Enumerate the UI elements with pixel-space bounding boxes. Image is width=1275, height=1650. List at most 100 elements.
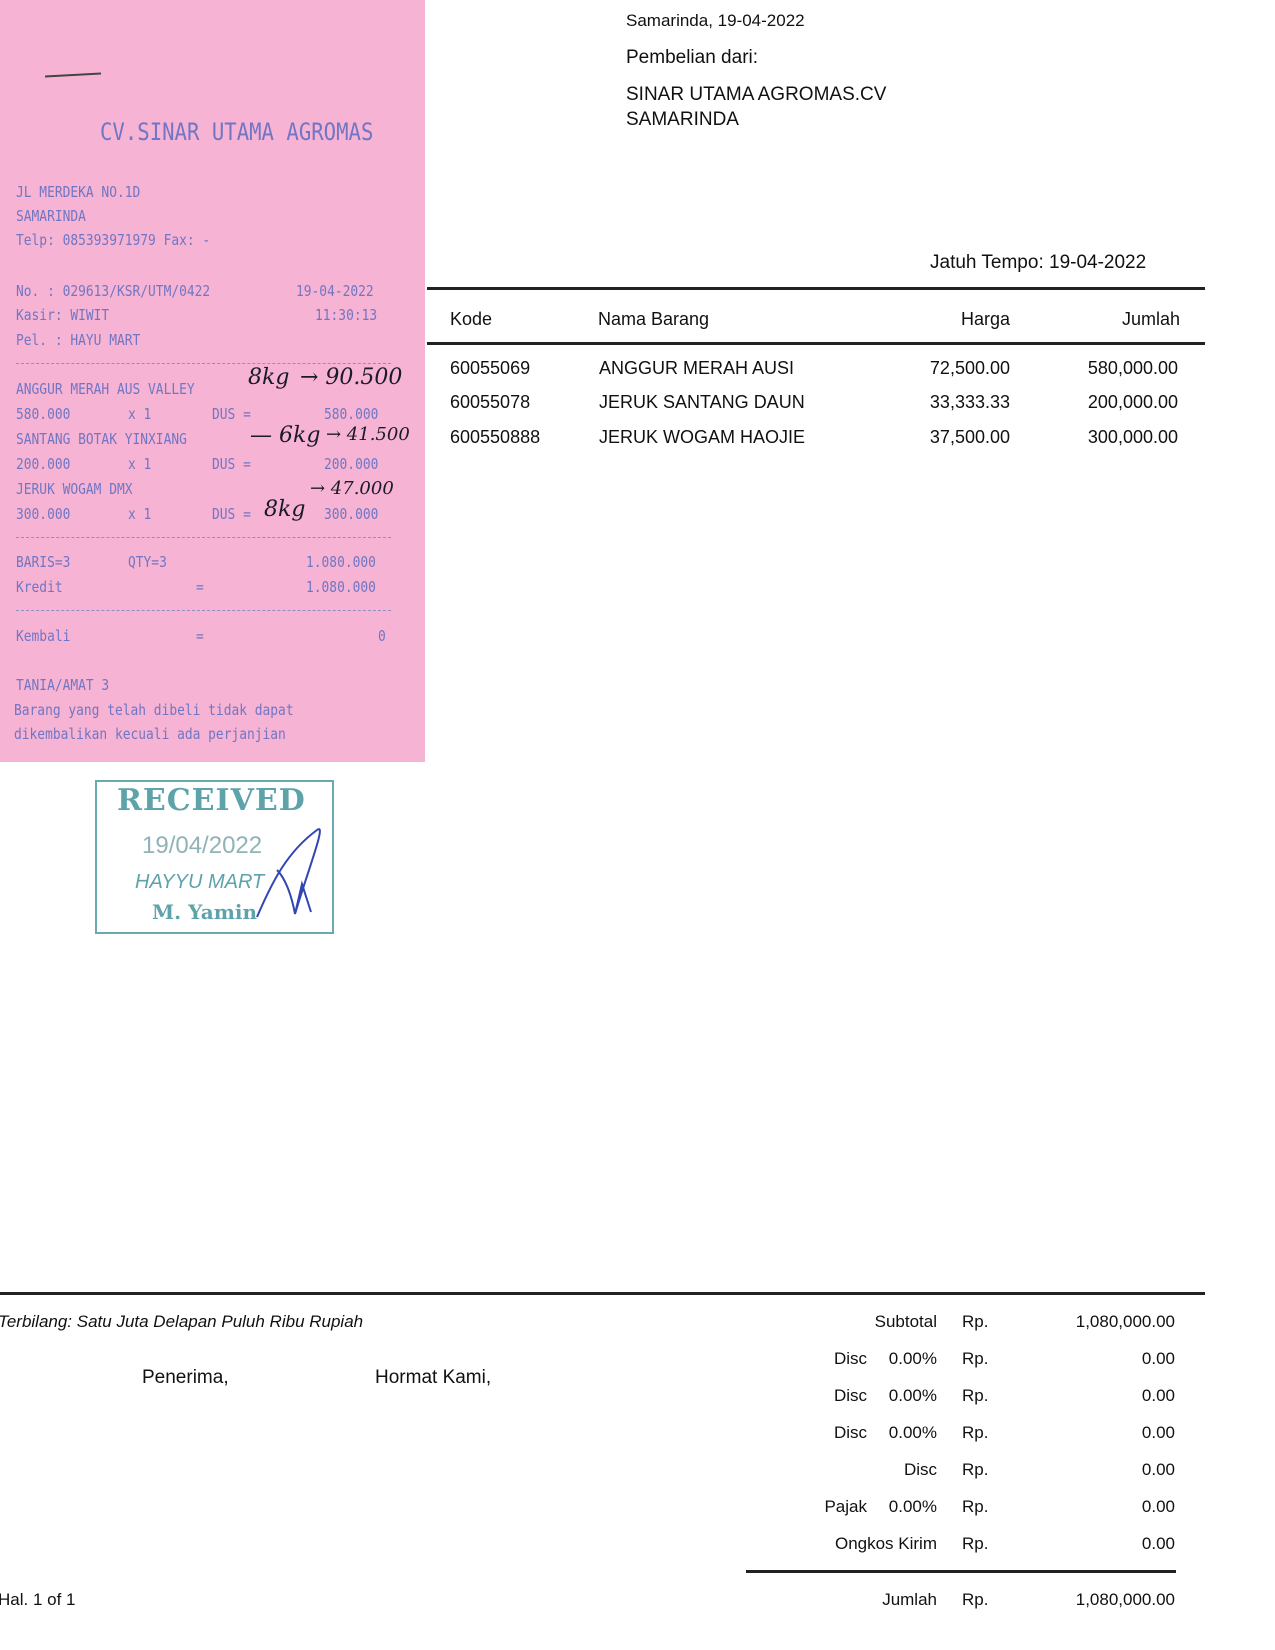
handwritten-note: → 47.000 [310, 478, 394, 499]
summary-label: Disc [833, 1386, 867, 1405]
cell-price: 72,500.00 [929, 358, 1010, 378]
supplier-city: SAMARINDA [626, 109, 739, 130]
summary-label: Disc [903, 1460, 937, 1479]
payment-label: Kredit [16, 578, 63, 596]
change-label: Kembali [16, 627, 71, 645]
column-header-name: Nama Barang [598, 309, 710, 329]
equals: = [196, 627, 204, 645]
summary-value: 0.00 [1141, 1497, 1175, 1516]
item-price: 300.000 [16, 505, 71, 523]
summary-value: 0.00 [1141, 1386, 1175, 1405]
item-name: SANTANG BOTAK YINXIANG [16, 430, 187, 448]
cell-name: JERUK SANTANG DAUN [599, 392, 805, 412]
cell-amount: 200,000.00 [1087, 392, 1178, 412]
stamp-date: 19/04/2022 [142, 832, 263, 859]
column-header-code: Kode [450, 309, 493, 329]
from-label: Pembelian dari: [626, 47, 759, 68]
summary-value: 0.00 [1141, 1423, 1175, 1442]
divider [16, 537, 391, 538]
payment-value: 1.080.000 [306, 578, 376, 596]
summary-value: 0.00 [1141, 1460, 1175, 1479]
summary-currency: Rp. [962, 1423, 989, 1442]
signature [256, 828, 321, 918]
footer-rule [0, 1292, 1205, 1295]
summary-label: Ongkos Kirim [834, 1534, 937, 1553]
total-value: 1,080,000.00 [1075, 1590, 1175, 1609]
summary-currency: Rp. [962, 1312, 989, 1331]
receipt-customer: Pel. : HAYU MART [16, 331, 141, 349]
summary-label: Pajak [824, 1497, 867, 1516]
regards-label: Hormat Kami, [375, 1367, 492, 1388]
supplier-name: SINAR UTAMA AGROMAS.CV [626, 84, 887, 105]
stamp-name: HAYYU MART [135, 871, 265, 893]
equals: = [196, 578, 204, 596]
receipt-footer-line: dikembalikan kecuali ada perjanjian [14, 725, 286, 743]
change-value: 0 [378, 627, 386, 645]
divider [16, 363, 391, 364]
staple-mark [44, 72, 102, 78]
cell-name: JERUK WOGAM HAOJIE [599, 427, 806, 447]
item-total: 300.000 [324, 505, 379, 523]
summary-currency: Rp. [962, 1349, 989, 1368]
handwritten-note: 8kg [264, 497, 306, 522]
due-date: Jatuh Tempo: 19-04-2022 [930, 252, 1147, 273]
item-unit: DUS = [212, 505, 251, 523]
handwritten-note: 8kg [248, 365, 290, 390]
summary-percent: 0.00% [888, 1349, 937, 1368]
cell-code: 60055069 [450, 358, 531, 378]
summary-currency: Rp. [962, 1460, 989, 1479]
amount-in-words: Terbilang: Satu Juta Delapan Puluh Ribu … [0, 1312, 364, 1331]
table-top-rule [427, 287, 1205, 290]
receipt-company: CV.SINAR UTAMA AGROMAS [100, 118, 374, 146]
receipt-time: 11:30:13 [315, 306, 378, 324]
handwritten-note: → 41.500 [326, 424, 410, 445]
total-currency: Rp. [962, 1590, 989, 1609]
total-label: Jumlah [882, 1590, 937, 1609]
item-total: 200.000 [324, 455, 379, 473]
receipt-footer-line: Barang yang telah dibeli tidak dapat [14, 701, 294, 719]
receipt-phone: Telp: 085393971979 Fax: - [16, 231, 211, 249]
stamp-signer: M. Yamin [152, 900, 258, 924]
table-header-rule [427, 342, 1205, 345]
receipt-qty: QTY=3 [128, 553, 167, 571]
summary-label: Disc [833, 1349, 867, 1368]
summary-label: Disc [833, 1423, 867, 1442]
summary-value: 0.00 [1141, 1349, 1175, 1368]
handwritten-note: — 6kg [250, 423, 321, 448]
received-stamp: RECEIVED 19/04/2022 HAYYU MART M. Yamin [95, 780, 334, 934]
summary-percent: 0.00% [888, 1423, 937, 1442]
handwritten-note: → 90.500 [300, 365, 403, 390]
receipt-footer-code: TANIA/AMAT 3 [16, 676, 110, 694]
item-unit: DUS = [212, 405, 251, 423]
item-qty: x 1 [128, 405, 152, 423]
pos-receipt: CV.SINAR UTAMA AGROMAS JL MERDEKA NO.1D … [0, 0, 425, 762]
summary-value: 0.00 [1141, 1534, 1175, 1553]
page-number: Hal. 1 of 1 [0, 1590, 76, 1609]
item-name: ANGGUR MERAH AUS VALLEY [16, 380, 195, 398]
receipt-city: SAMARINDA [16, 207, 86, 225]
cell-name: ANGGUR MERAH AUSI [599, 358, 795, 378]
cell-amount: 580,000.00 [1087, 358, 1178, 378]
summary-value: 1,080,000.00 [1075, 1312, 1175, 1331]
divider [16, 610, 391, 611]
receipt-total: 1.080.000 [306, 553, 376, 571]
cell-amount: 300,000.00 [1087, 427, 1178, 447]
receiver-label: Penerima, [142, 1367, 229, 1388]
place-date: Samarinda, 19-04-2022 [626, 11, 805, 30]
receipt-number: No. : 029613/KSR/UTM/0422 [16, 282, 211, 300]
summary-percent: 0.00% [888, 1386, 937, 1405]
item-unit: DUS = [212, 455, 251, 473]
item-name: JERUK WOGAM DMX [16, 480, 133, 498]
item-price: 580.000 [16, 405, 71, 423]
item-qty: x 1 [128, 505, 152, 523]
summary-label: Subtotal [874, 1312, 937, 1331]
receipt-lines: BARIS=3 [16, 553, 71, 571]
item-price: 200.000 [16, 455, 71, 473]
receipt-date: 19-04-2022 [296, 282, 374, 300]
receipt-cashier: Kasir: WIWIT [16, 306, 110, 324]
item-qty: x 1 [128, 455, 152, 473]
receipt-address: JL MERDEKA NO.1D [16, 183, 141, 201]
cell-code: 60055078 [450, 392, 531, 412]
cell-price: 33,333.33 [929, 392, 1010, 412]
column-header-price: Harga [960, 309, 1010, 329]
